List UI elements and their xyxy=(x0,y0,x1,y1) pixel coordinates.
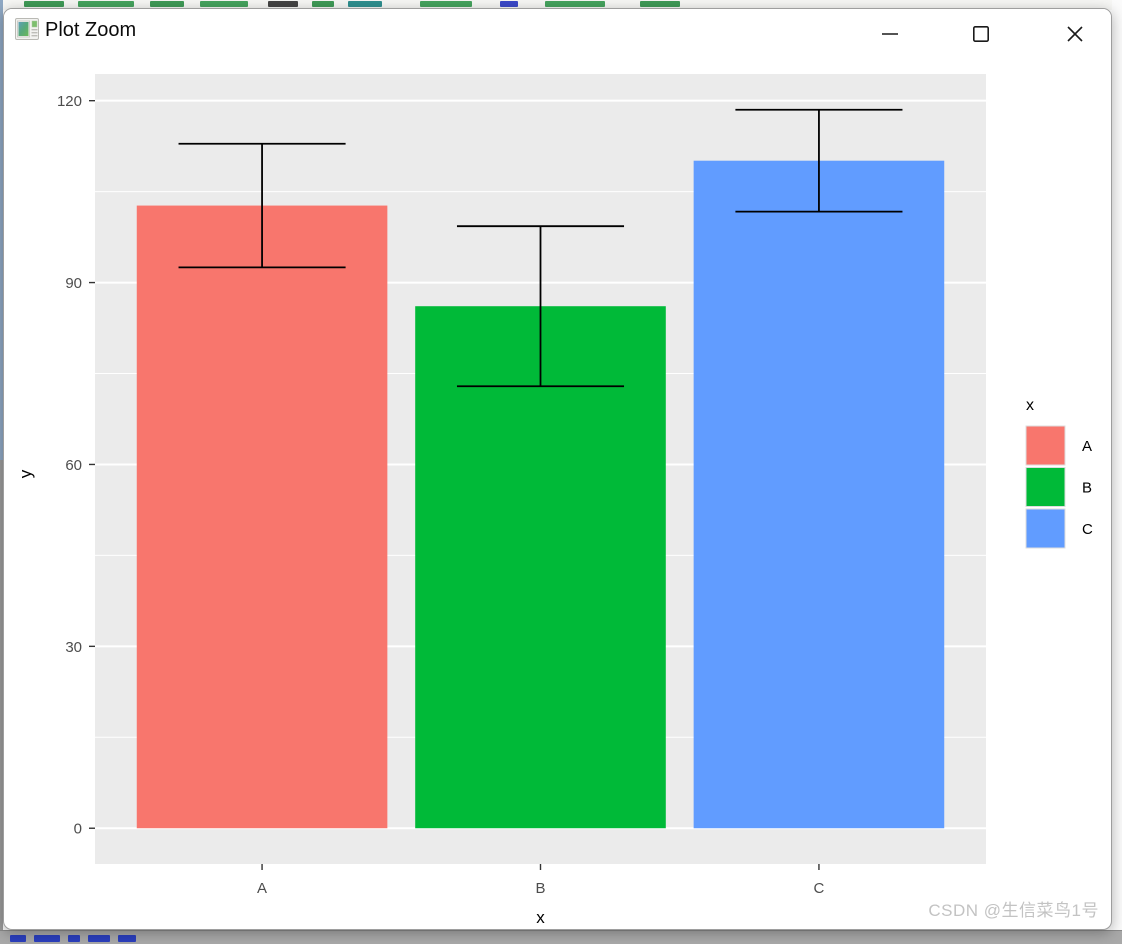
background-bottom-sliver xyxy=(0,930,1122,944)
clipped-text-fragment xyxy=(312,1,334,7)
background-right-sliver xyxy=(1112,0,1122,944)
clipped-text-fragment xyxy=(24,1,64,7)
clipped-text-fragment xyxy=(268,1,298,7)
x-axis-title: x xyxy=(536,908,545,927)
csdn-watermark: CSDN @生信菜鸟1号 xyxy=(928,901,1099,920)
x-tick-label: A xyxy=(257,880,267,897)
minimize-icon xyxy=(882,33,898,35)
legend-label-A: A xyxy=(1082,438,1092,455)
y-tick-label: 120 xyxy=(57,93,82,110)
title-bar[interactable]: Plot Zoom xyxy=(4,9,1111,57)
bar-C xyxy=(693,160,945,829)
clipped-text-fragment xyxy=(78,1,134,7)
clipped-text-fragment xyxy=(88,935,110,942)
background-left-sliver xyxy=(0,0,3,944)
legend-key-A xyxy=(1025,425,1066,466)
bar-B xyxy=(415,306,666,829)
clipped-text-fragment xyxy=(118,935,136,942)
clipped-text-fragment xyxy=(200,1,248,7)
y-tick-label: 30 xyxy=(65,639,82,656)
close-icon xyxy=(1067,26,1083,42)
clipped-text-fragment xyxy=(68,935,80,942)
clipped-text-fragment xyxy=(640,1,680,7)
clipped-text-fragment xyxy=(348,1,382,7)
legend-key-B xyxy=(1025,467,1066,507)
close-button[interactable] xyxy=(1052,15,1098,53)
legend-label-B: B xyxy=(1082,480,1092,497)
ggplot-bar-chart: 0 30 60 90 120 A B Cx y x A B C xyxy=(16,74,1093,927)
clipped-text-fragment xyxy=(420,1,472,7)
maximize-button[interactable] xyxy=(958,15,1004,53)
x-tick-label: C xyxy=(814,880,825,897)
window-title: Plot Zoom xyxy=(45,19,137,41)
clipped-text-fragment xyxy=(545,1,605,7)
legend-label-C: C xyxy=(1082,521,1093,538)
legend-title: x xyxy=(1026,397,1034,414)
y-tick-label: 0 xyxy=(74,821,82,838)
clipped-text-fragment xyxy=(150,1,184,7)
background-top-sliver xyxy=(0,0,1122,10)
clipped-text-fragment xyxy=(500,1,518,7)
plot-zoom-icon xyxy=(15,18,39,40)
clipped-text-fragment xyxy=(34,935,60,942)
y-axis-title: y xyxy=(16,469,35,478)
x-tick-label: B xyxy=(535,880,545,897)
minimize-button[interactable] xyxy=(867,15,913,53)
maximize-icon xyxy=(972,25,989,42)
y-tick-label: 60 xyxy=(65,457,82,474)
legend-key-C xyxy=(1025,508,1066,549)
bar-A xyxy=(136,205,388,829)
clipped-text-fragment xyxy=(10,935,26,942)
y-tick-label: 90 xyxy=(65,275,82,292)
